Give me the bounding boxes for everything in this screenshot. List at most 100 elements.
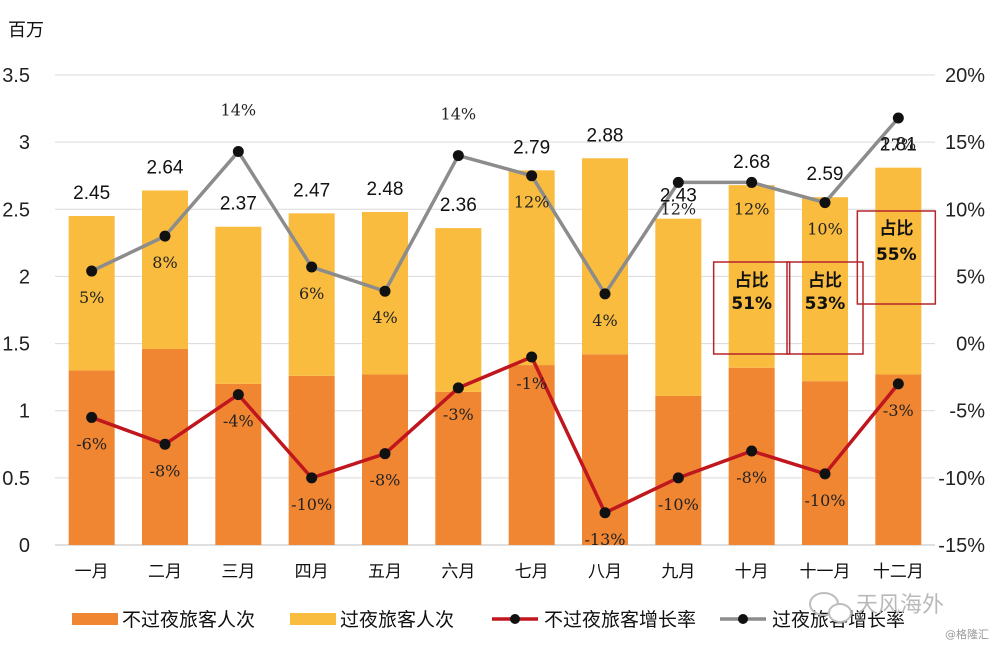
bar-segment [875, 167, 922, 375]
series-point [672, 176, 684, 188]
series-point [159, 230, 171, 242]
bar-segment [655, 218, 702, 396]
y-right-tick-label: -15% [938, 535, 985, 557]
growth-rate-label: 12% [661, 199, 697, 218]
y-left-tick-label: 1.5 [2, 334, 30, 356]
x-tick-label: 三月 [221, 562, 255, 582]
data-labels: 2.45 2.64 2.37 2.47 2.48 2.36 2.79 2.88 2.43 2.68… [73, 101, 917, 549]
legend-label: 过夜旅客人次 [340, 609, 454, 631]
axes: 0 0.5 1 1.5 2 2.5 3 3.5 -15% -10% -5% 0% 5% 10% 15% 20%… [2, 65, 985, 582]
share-label-line1: 占比 [879, 218, 913, 239]
bar-total-label: 2.59 [807, 164, 844, 185]
bars [68, 158, 922, 545]
series-point [599, 288, 611, 300]
series-point [452, 150, 464, 162]
share-box [712, 261, 791, 355]
series-point [599, 507, 611, 519]
bar-segment [508, 365, 555, 545]
series-point [452, 382, 464, 394]
y-left-tick-label: 0.5 [2, 468, 30, 490]
y-right-tick-label: -5% [949, 401, 985, 423]
series-point [526, 351, 538, 363]
legend-label: 不过夜旅客人次 [122, 609, 255, 631]
series-point [86, 411, 98, 423]
x-tick-label: 八月 [588, 562, 622, 582]
growth-rate-label: 8% [152, 253, 177, 272]
bar-total-label: 2.36 [440, 195, 477, 216]
bar-segment [435, 228, 482, 392]
series-line [91, 355, 900, 515]
growth-rate-label: -6% [76, 434, 107, 453]
bar-total-label: 2.64 [147, 157, 184, 178]
lines [86, 112, 904, 519]
growth-rate-label: -13% [585, 530, 626, 549]
bar-total-label: 2.81 [880, 135, 917, 156]
legend-label: 不过夜旅客增长率 [544, 609, 696, 631]
series-point [232, 146, 244, 158]
growth-rate-label: 6% [299, 284, 324, 303]
bar-segment [215, 226, 262, 384]
share-label-line2: 53% [805, 294, 846, 314]
series-point [892, 112, 904, 124]
y-left-tick-label: 1 [19, 401, 30, 423]
x-tick-label: 十一月 [800, 562, 851, 582]
series-point [892, 378, 904, 390]
y-left-tick-label: 3 [19, 132, 30, 154]
share-box [786, 261, 864, 355]
series-point [306, 472, 318, 484]
series-point [232, 389, 244, 401]
series-point [159, 438, 171, 450]
series-point [526, 170, 538, 182]
growth-rate-label: -3% [883, 401, 914, 420]
growth-rate-label: 4% [372, 308, 397, 327]
bar-total-label: 2.43 [660, 186, 697, 207]
bar-total-label: 2.47 [293, 180, 330, 201]
share-label-line1: 占比 [808, 270, 842, 291]
share-label-line2: 55% [876, 245, 917, 265]
share-annotations: 占比 51% 占比 53% 占比 55% [712, 210, 937, 355]
growth-rate-label: 14% [221, 101, 257, 120]
growth-rate-label: -10% [658, 495, 699, 514]
bar-segment [68, 370, 115, 545]
y-right-tick-label: 5% [956, 266, 985, 288]
bar-total-label: 2.88 [587, 125, 624, 146]
y-right-tick-label: -10% [938, 468, 985, 490]
growth-rate-label: 5% [79, 288, 104, 307]
growth-rate-label: -4% [223, 412, 254, 431]
series-point [672, 472, 684, 484]
x-tick-label: 六月 [441, 562, 475, 582]
x-tick-label: 五月 [368, 562, 402, 582]
legend: 不过夜旅客人次过夜旅客人次不过夜旅客增长率过夜旅客增长率 [72, 609, 905, 631]
bar-total-label: 2.48 [367, 179, 404, 200]
bar-segment [802, 197, 848, 382]
bar-segment [728, 185, 775, 368]
legend-swatch [72, 613, 118, 625]
series-point [819, 197, 831, 209]
x-tick-label: 十二月 [873, 562, 924, 582]
growth-rate-label: -10% [805, 491, 846, 510]
series-point [746, 176, 758, 188]
legend-swatch [290, 613, 336, 625]
growth-rate-label: -1% [516, 374, 547, 393]
growth-rate-label: 14% [441, 105, 477, 124]
bar-segment [802, 381, 848, 545]
series-point [379, 448, 391, 460]
y-left-tick-label: 0 [19, 535, 30, 557]
y-left-tick-label: 2.5 [2, 199, 30, 221]
series-point [306, 261, 318, 273]
y-right-tick-label: 20% [945, 65, 985, 87]
y-left-tick-label: 2 [19, 266, 30, 288]
series-point [746, 445, 758, 457]
growth-rate-label: 4% [592, 311, 617, 330]
y-right-tick-label: 0% [956, 334, 985, 356]
share-label-line1: 占比 [735, 270, 769, 291]
growth-rate-label: -8% [370, 471, 401, 490]
growth-rate-label: 12% [734, 199, 770, 218]
gridlines [55, 74, 935, 479]
y-right-tick-label: 10% [945, 199, 985, 221]
share-label-line2: 51% [731, 294, 772, 314]
watermark-main: 天风海外 [856, 593, 944, 618]
bar-segment [68, 216, 115, 371]
x-tick-label: 七月 [515, 562, 549, 582]
series-point [379, 285, 391, 297]
